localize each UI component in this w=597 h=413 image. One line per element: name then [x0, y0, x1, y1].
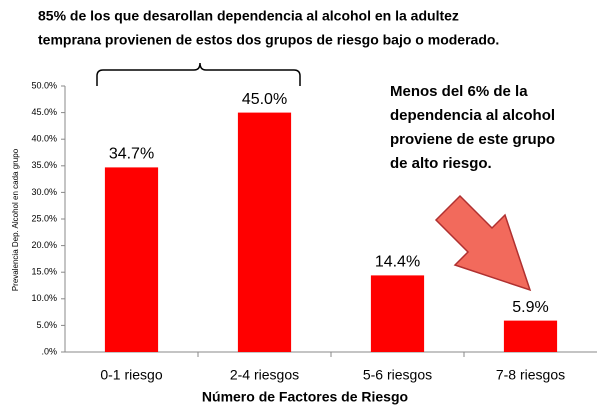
- bar: [370, 275, 425, 352]
- y-tick-label: 25.0%: [31, 213, 57, 223]
- annotation-line: dependencia al alcohol: [390, 107, 555, 124]
- value-label: 34.7%: [109, 146, 154, 163]
- y-tick-label: 15.0%: [31, 267, 57, 277]
- x-tick-label: 0-1 riesgo: [100, 367, 162, 383]
- y-tick-label: 50.0%: [31, 80, 57, 90]
- y-tick-label: 10.0%: [31, 293, 57, 303]
- x-tick-label: 2-4 riesgos: [230, 367, 299, 383]
- value-label: 45.0%: [242, 91, 287, 108]
- bar: [503, 320, 558, 352]
- y-tick-label: 35.0%: [31, 160, 57, 170]
- annotation-line: Menos del 6% de la: [390, 83, 528, 100]
- y-tick-label: 45.0%: [31, 107, 57, 117]
- y-tick-label: 30.0%: [31, 187, 57, 197]
- brace: [96, 62, 301, 86]
- x-tick-label: 7-8 riesgos: [496, 367, 565, 383]
- arrow: [434, 194, 532, 292]
- x-tick-label: 5-6 riesgos: [363, 367, 432, 383]
- y-tick-label: 5.0%: [36, 320, 57, 330]
- bar: [104, 167, 159, 352]
- value-label: 14.4%: [375, 254, 420, 271]
- y-tick-label: 40.0%: [31, 134, 57, 144]
- value-label: 5.9%: [512, 299, 548, 316]
- y-tick-label: .0%: [41, 346, 57, 356]
- x-axis-label: Número de Factores de Riesgo: [202, 389, 408, 405]
- annotation-line: proviene de este grupo: [390, 131, 555, 148]
- annotation-line: temprana provienen de estos dos grupos d…: [38, 32, 499, 48]
- y-tick-label: 20.0%: [31, 240, 57, 250]
- bar: [237, 112, 292, 352]
- y-axis-label: Prevalencia Dep. Alcohol en cada grupo: [11, 148, 20, 291]
- annotation-line: 85% de los que desarollan dependencia al…: [38, 8, 459, 24]
- annotation-line: de alto riesgo.: [390, 155, 492, 172]
